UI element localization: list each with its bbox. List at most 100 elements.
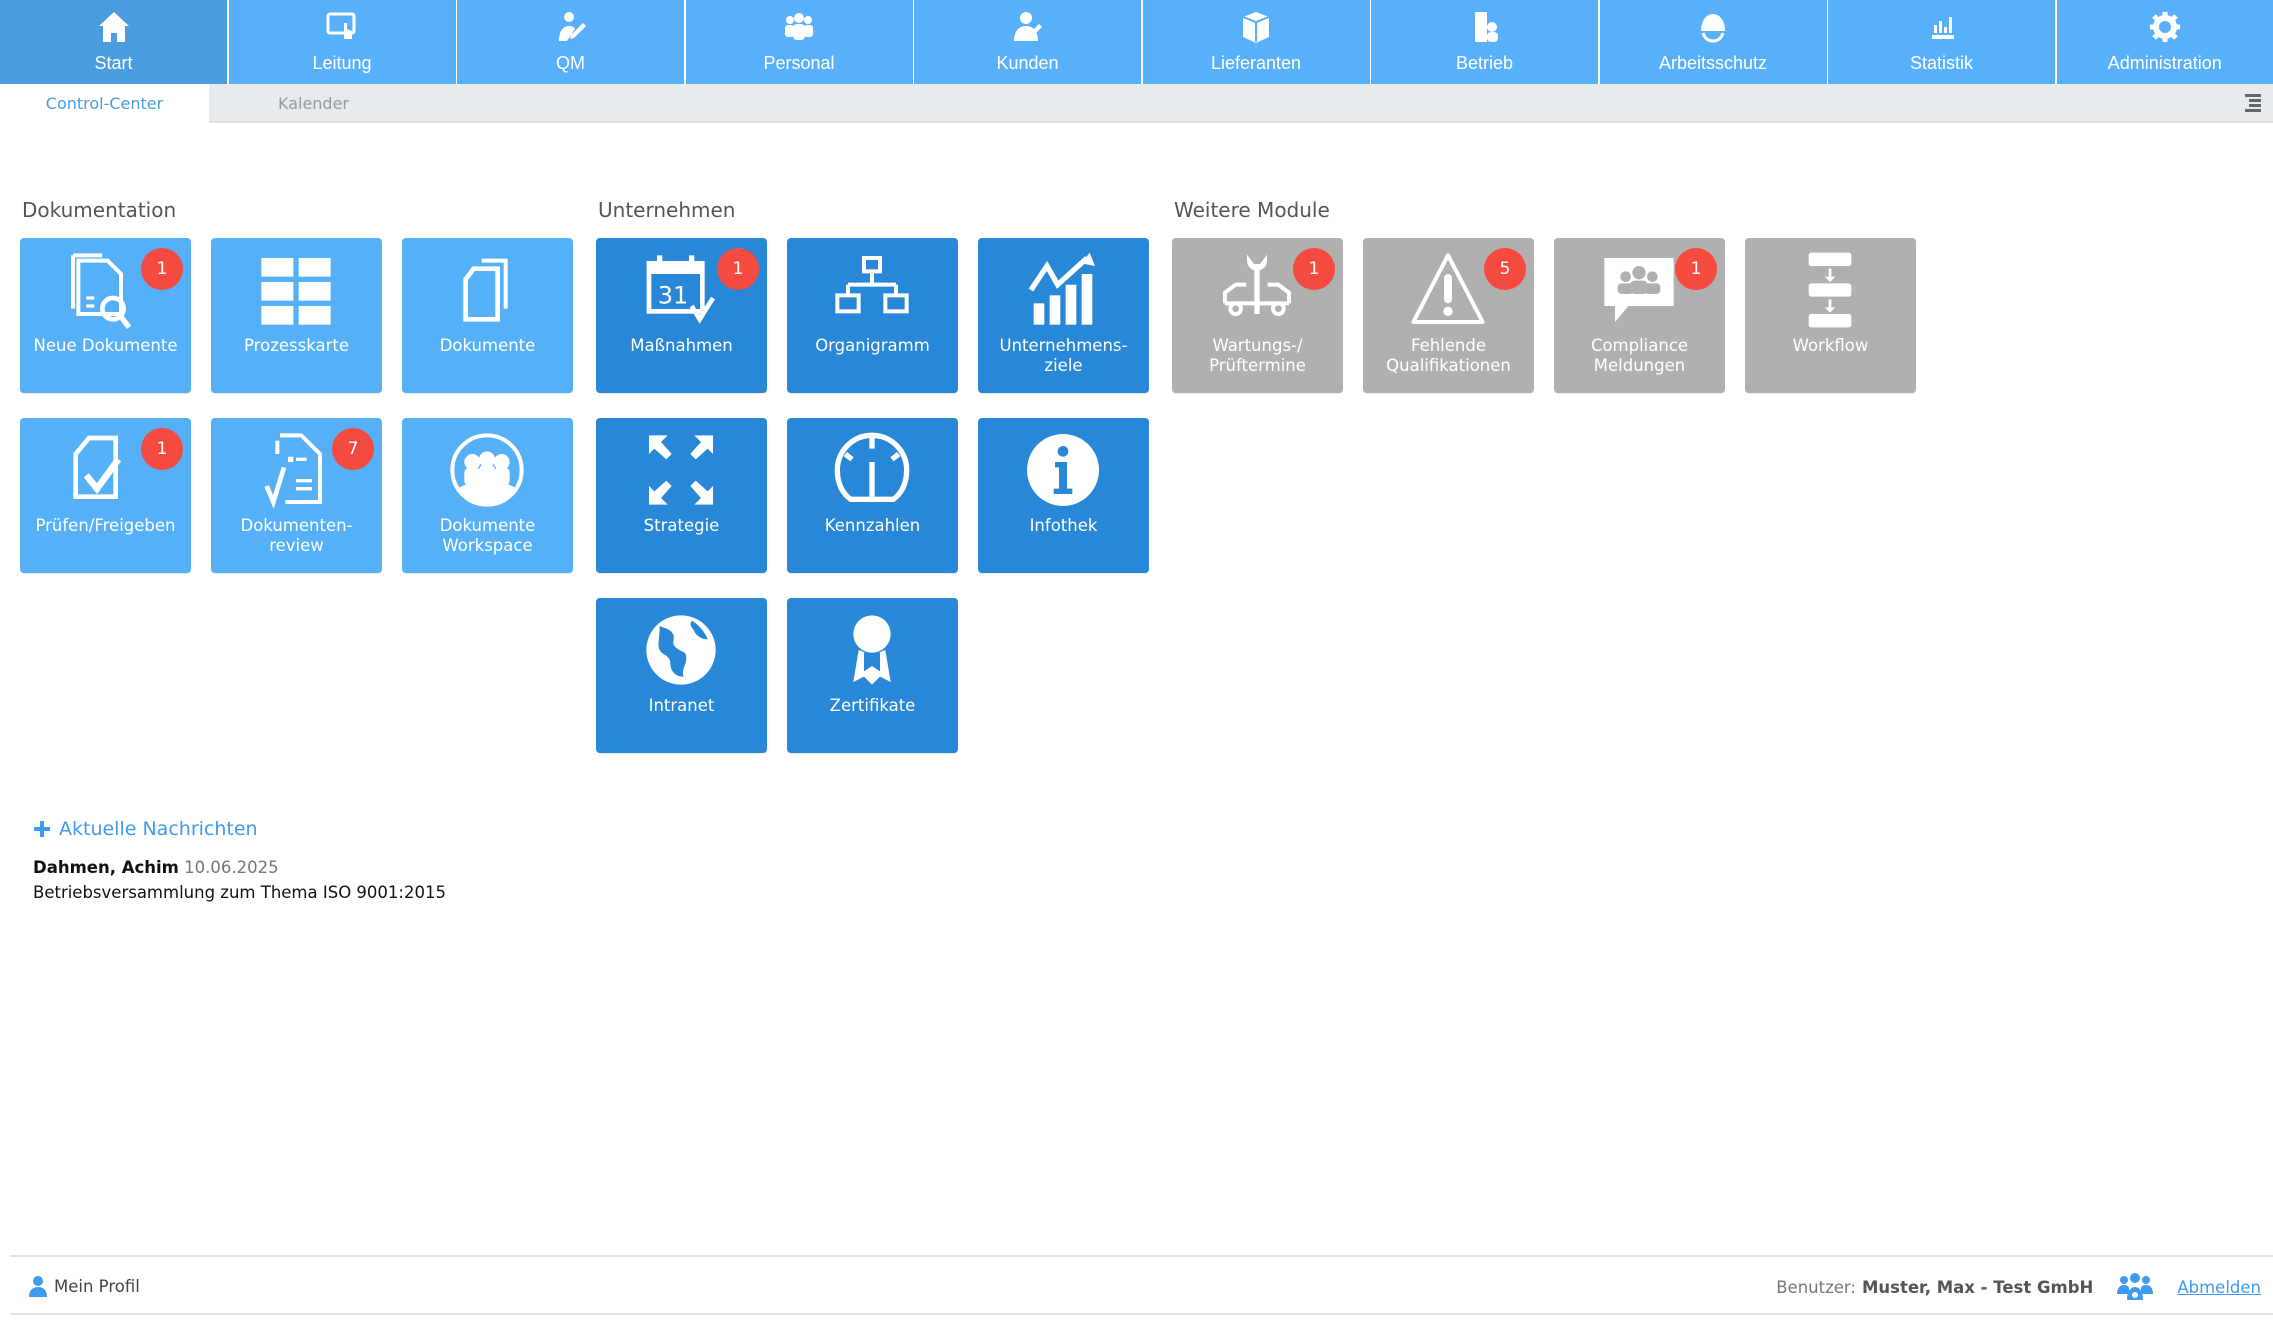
tile-label: Dokumente Workspace	[402, 516, 573, 556]
tile-neue-dokumente[interactable]: Neue Dokumente 1	[20, 238, 191, 393]
tile-label-line: Strategie	[643, 516, 720, 535]
tile-label-line: Prozesskarte	[244, 336, 349, 355]
tile-label-line: Qualifikationen	[1386, 356, 1511, 375]
tile-dokumenten-review[interactable]: Dokumenten-review 7	[211, 418, 382, 573]
notification-badge: 1	[717, 248, 759, 290]
section-title: Weitere Module	[1174, 198, 1330, 222]
helmet-icon	[1701, 14, 1725, 43]
news-panel: Aktuelle Nachrichten Dahmen, Achim 10.06…	[33, 818, 446, 902]
tile-infothek[interactable]: Infothek	[978, 418, 1149, 573]
box-icon	[1242, 12, 1270, 43]
nav-tab-label: Leitung	[312, 53, 372, 73]
tile-intranet[interactable]: Intranet	[596, 598, 767, 753]
nav-tab-label: Arbeitsschutz	[1658, 53, 1768, 73]
main-navigation: Start Leitung QM Personal Kunden Lieferanten B…	[0, 0, 2273, 84]
nav-tab-leitung[interactable]: Leitung	[228, 0, 456, 84]
nav-tab-arbeitsschutz[interactable]: Arbeitsschutz	[1599, 0, 1827, 84]
nav-tab-label: Start	[94, 53, 133, 73]
users-settings-icon[interactable]	[2115, 1272, 2155, 1302]
document-check-icon	[73, 435, 122, 499]
document-search-icon	[71, 253, 132, 329]
section-title: Dokumentation	[22, 198, 177, 222]
news-toggle-label: Aktuelle Nachrichten	[59, 818, 258, 840]
news-meta: Dahmen, Achim 10.06.2025	[33, 858, 446, 877]
footer-divider	[10, 1313, 2273, 1315]
info-icon	[1027, 434, 1099, 506]
building-icon	[1474, 12, 1498, 42]
nav-tab-statistik[interactable]: Statistik	[1828, 0, 2055, 84]
nav-tab-betrieb[interactable]: Betrieb	[1371, 0, 1598, 84]
nav-tab-label: Administration	[2107, 53, 2222, 73]
document-review-icon	[264, 433, 322, 509]
tile-prozesskarte[interactable]: Prozesskarte	[211, 238, 382, 393]
tile-unternehmens-ziele[interactable]: Unternehmens-ziele	[978, 238, 1149, 393]
tile-label: Prozesskarte	[211, 336, 382, 356]
tile-label: Strategie	[596, 516, 767, 536]
tile-label-line: Meldungen	[1593, 356, 1686, 375]
tile-label-line: Unternehmens-	[999, 336, 1128, 355]
nav-tab-kunden[interactable]: Kunden	[914, 0, 1141, 84]
plus-icon	[34, 821, 50, 837]
nav-tab-administration[interactable]: Administration	[2056, 0, 2273, 84]
tile-label-line: Organigramm	[815, 336, 930, 355]
tile-compliance-meldungen[interactable]: Compliance Meldungen 1	[1554, 238, 1725, 393]
user-pen-icon	[558, 12, 586, 41]
tile-grid-unternehmen: 31 Maßnahmen 1 Organigramm Unternehmens-ziel…	[596, 238, 1149, 753]
tab-control-center[interactable]: Control-Center	[0, 84, 209, 123]
footer-divider	[10, 1255, 2273, 1257]
tile-label-line: Workspace	[442, 536, 533, 555]
tile-label: Maßnahmen	[596, 336, 767, 356]
globe-icon	[646, 615, 716, 685]
tile-zertifikate[interactable]: Zertifikate	[787, 598, 958, 753]
tile-wartungs-prüftermine[interactable]: Wartungs-/Prüftermine 1	[1172, 238, 1343, 393]
tile-label-line: Fehlende	[1410, 336, 1486, 355]
nav-tab-start[interactable]: Start	[0, 0, 227, 84]
tile-label-line: Intranet	[648, 696, 715, 715]
group-icon	[785, 13, 813, 40]
nav-tab-personal[interactable]: Personal	[685, 0, 913, 84]
tile-dokumente-workspace[interactable]: Dokumente Workspace	[402, 418, 573, 573]
news-toggle[interactable]: Aktuelle Nachrichten	[33, 818, 446, 840]
tile-strategie[interactable]: Strategie	[596, 418, 767, 573]
user-icon	[29, 1276, 47, 1297]
svg-text:31: 31	[658, 281, 689, 309]
user-info: Benutzer: Muster, Max - Test GmbH Abmeld…	[1776, 1272, 2261, 1302]
tile-prüfen-freigeben[interactable]: Prüfen/Freigeben 1	[20, 418, 191, 573]
tile-label-line: Prüfen/Freigeben	[35, 516, 176, 535]
nav-tab-label: Lieferanten	[1210, 53, 1302, 73]
tile-grid-dokumentation: Neue Dokumente 1 Prozesskarte Dokumente Prüf…	[20, 238, 573, 573]
tile-label-line: Dokumente	[439, 516, 536, 535]
tile-fehlende-qualifikationen[interactable]: Fehlende Qualifikationen 5	[1363, 238, 1534, 393]
touch-screen-icon	[326, 12, 356, 39]
user-name: Muster, Max - Test GmbH	[1861, 1277, 2094, 1297]
tile-organigramm[interactable]: Organigramm	[787, 238, 958, 393]
news-author: Dahmen, Achim	[33, 858, 179, 877]
tile-label: Compliance Meldungen	[1554, 336, 1725, 376]
nav-tab-qm[interactable]: QM	[457, 0, 684, 84]
logout-link[interactable]: Abmelden	[2177, 1277, 2261, 1297]
tile-label-line: Wartungs-/	[1212, 336, 1303, 355]
org-chart-icon	[835, 256, 909, 314]
notification-badge: 5	[1484, 248, 1526, 290]
tile-label: Neue Dokumente	[20, 336, 191, 356]
tile-label: Fehlende Qualifikationen	[1363, 336, 1534, 376]
nav-tab-label: QM	[556, 53, 585, 73]
chat-group-icon	[1604, 258, 1674, 322]
list-menu-icon[interactable]	[2243, 92, 2263, 114]
tile-maßnahmen[interactable]: 31 Maßnahmen 1	[596, 238, 767, 393]
tile-label: Kennzahlen	[787, 516, 958, 536]
tile-label-line: review	[269, 536, 324, 555]
nav-tab-label: Statistik	[1909, 53, 1974, 73]
growth-chart-icon	[1028, 252, 1095, 325]
tile-workflow[interactable]: Workflow	[1745, 238, 1916, 393]
customer-icon	[1013, 12, 1042, 41]
gear-icon	[2149, 12, 2180, 42]
nav-tab-lieferanten[interactable]: Lieferanten	[1142, 0, 1370, 84]
tile-kennzahlen[interactable]: Kennzahlen	[787, 418, 958, 573]
tile-label-line: Maßnahmen	[630, 336, 733, 355]
my-profile-link[interactable]: Mein Profil	[28, 1275, 140, 1297]
tile-grid-weitere-module: Wartungs-/Prüftermine 1 Fehlende Qualifikat…	[1172, 238, 1916, 393]
tile-dokumente[interactable]: Dokumente	[402, 238, 573, 393]
notification-badge: 7	[332, 428, 374, 470]
tab-kalender[interactable]: Kalender	[277, 94, 350, 113]
